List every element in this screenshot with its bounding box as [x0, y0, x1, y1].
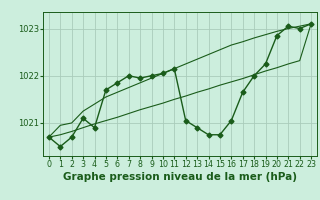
- X-axis label: Graphe pression niveau de la mer (hPa): Graphe pression niveau de la mer (hPa): [63, 172, 297, 182]
